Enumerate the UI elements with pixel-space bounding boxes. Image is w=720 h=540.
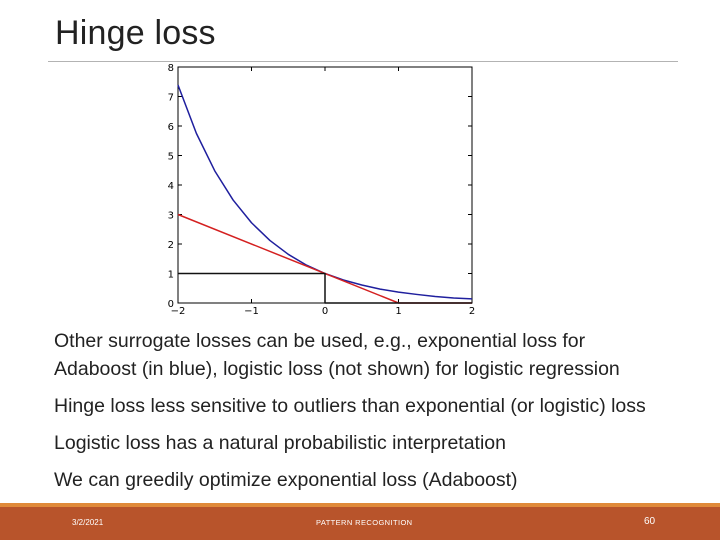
- y-tick-label: 3: [168, 211, 174, 222]
- y-tick-label: 8: [168, 63, 174, 74]
- x-tick-label: 0: [322, 306, 328, 317]
- bullet-logistic-interpretation: Logistic loss has a natural probabilisti…: [54, 432, 506, 454]
- bullet-hinge-outliers: Hinge loss less sensitive to outliers th…: [54, 395, 646, 417]
- y-tick-label: 6: [168, 122, 174, 133]
- page-number: 60: [644, 516, 656, 527]
- y-tick-label: 0: [168, 299, 174, 310]
- y-tick-label: 4: [168, 181, 174, 192]
- footer-title: PATTERN RECOGNITION: [316, 518, 413, 527]
- loss-chart: −2 −1 0 1 2 0 1 2 3 4 5 6 7 8: [155, 62, 485, 322]
- loss-chart-svg: −2 −1 0 1 2 0 1 2 3 4 5 6 7 8: [168, 63, 476, 317]
- footer-date: 3/2/2021: [72, 518, 104, 527]
- footer-bar: [0, 507, 720, 540]
- y-tick-label: 7: [168, 93, 174, 104]
- x-tick-label: −1: [244, 306, 259, 317]
- footer-accent-line: [0, 503, 720, 507]
- zero-one-loss-line: [178, 272, 472, 304]
- bullet-line-2: Adaboost (in blue), logistic loss (not s…: [54, 358, 620, 380]
- bullet-line-1: Other surrogate losses can be used, e.g.…: [54, 330, 586, 352]
- x-tick-label: 2: [469, 306, 475, 317]
- x-tick-label: 1: [395, 306, 401, 317]
- y-tick-label: 5: [168, 152, 174, 163]
- slide-title: Hinge loss: [55, 14, 216, 52]
- title-divider: [48, 61, 678, 62]
- y-tick-label: 1: [168, 270, 174, 281]
- body-text: Other surrogate losses can be used, e.g.…: [54, 329, 714, 505]
- y-tick-label: 2: [168, 240, 174, 251]
- plot-frame: [177, 66, 473, 304]
- x-tick-label: −2: [171, 306, 186, 317]
- bullet-greedy-optimize: We can greedily optimize exponential los…: [54, 469, 518, 491]
- exponential-loss-line: [177, 84, 473, 300]
